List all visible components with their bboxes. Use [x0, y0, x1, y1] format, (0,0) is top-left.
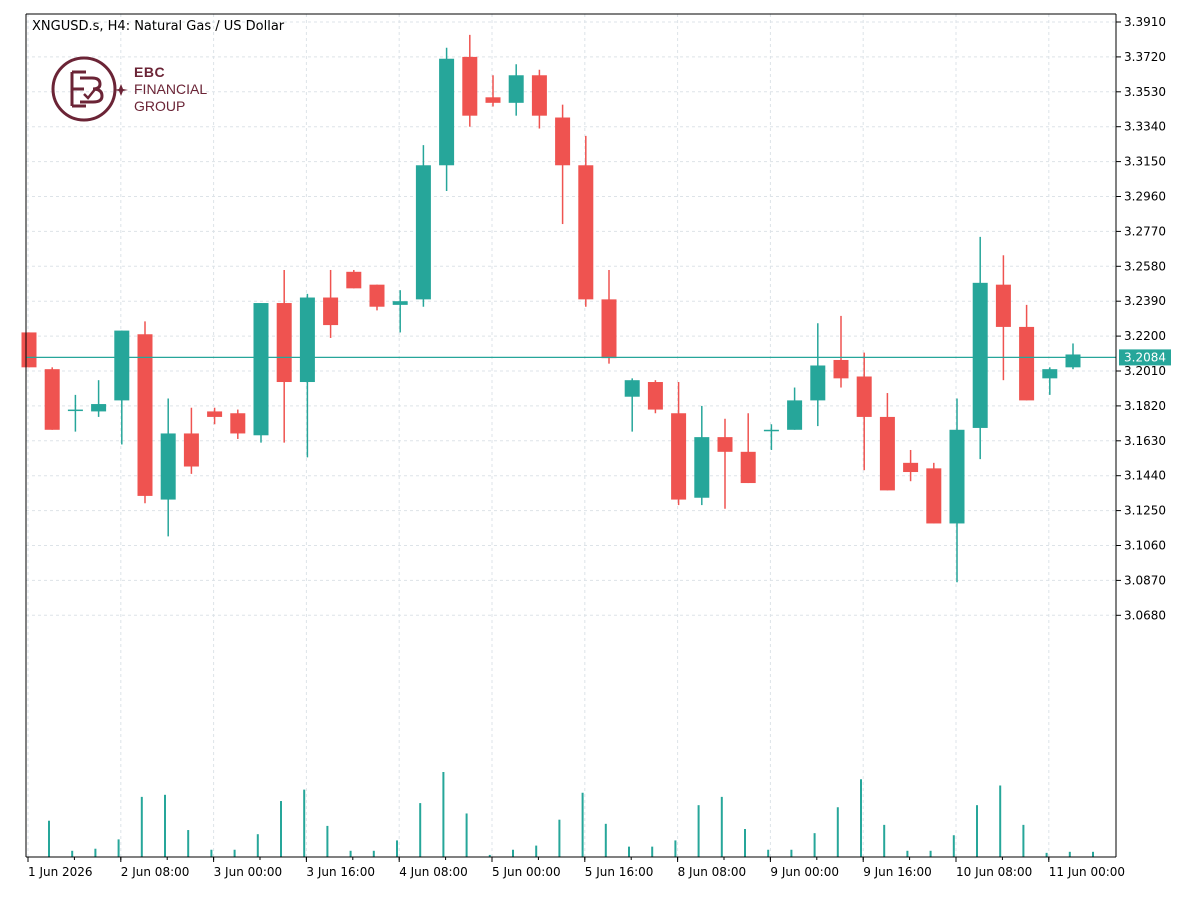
candle-body-bear	[740, 451, 756, 484]
candle-body-bear	[1019, 326, 1035, 401]
ebc-emblem-icon	[51, 56, 128, 122]
grid-lines	[26, 14, 1116, 857]
candle-body-bull	[299, 297, 315, 383]
logo-line-1: EBC	[134, 64, 166, 80]
logo-line-2: FINANCIAL	[134, 81, 208, 97]
current-price-label: 3.2084	[1124, 350, 1166, 364]
candle-body-bull	[253, 303, 269, 436]
candle-body-bull	[160, 433, 176, 500]
candle-body-bull	[763, 429, 779, 432]
y-tick-label: 3.1440	[1124, 469, 1166, 483]
y-tick-label: 3.1060	[1124, 539, 1166, 553]
x-tick-label: 11 Jun 00:00	[1049, 865, 1125, 879]
candle-body-bear	[601, 299, 617, 359]
candles	[21, 34, 1081, 583]
y-tick-label: 3.2770	[1124, 224, 1166, 238]
x-tick-label: 3 Jun 00:00	[214, 865, 283, 879]
x-tick-label: 5 Jun 16:00	[585, 865, 654, 879]
y-tick-label: 3.3340	[1124, 120, 1166, 134]
candle-body-bull	[415, 165, 431, 300]
candle-body-bear	[717, 437, 733, 452]
axes	[25, 13, 1117, 858]
y-tick-label: 3.0870	[1124, 573, 1166, 587]
y-tick-label: 3.3530	[1124, 85, 1166, 99]
candle-body-bear	[926, 468, 942, 524]
y-tick-label: 3.2580	[1124, 259, 1166, 273]
x-axis-ticks: 1 Jun 2026 2 Jun 08:00 3 Jun 00:00 3 Jun 16…	[27, 857, 1125, 879]
candle-body-bear	[833, 359, 849, 379]
candle-body-bull	[114, 330, 130, 401]
candle-body-bull	[392, 301, 408, 305]
candle-body-bull	[439, 58, 455, 166]
x-tick-label: 3 Jun 16:00	[306, 865, 375, 879]
y-tick-label: 3.1820	[1124, 399, 1166, 413]
y-tick-label: 3.0680	[1124, 608, 1166, 622]
candle-body-bull	[1042, 369, 1058, 379]
candle-body-bull	[694, 437, 710, 498]
candle-body-bull	[787, 400, 803, 430]
x-tick-label: 1 Jun 2026	[28, 865, 93, 879]
candle-body-bull	[1065, 354, 1081, 368]
candle-body-bear	[671, 413, 687, 500]
y-tick-label: 3.1630	[1124, 434, 1166, 448]
candle-body-bear	[531, 75, 547, 116]
current-price-label-box	[1119, 349, 1171, 366]
x-tick-label: 4 Jun 08:00	[399, 865, 468, 879]
candle-body-bear	[183, 433, 199, 467]
candle-body-bull	[972, 282, 988, 428]
y-tick-label: 3.1250	[1124, 504, 1166, 518]
y-axis-ticks: 3.3910 3.3720 3.3530 3.3340 3.3150 3.2960 3.27…	[1116, 15, 1166, 622]
candle-body-bear	[856, 376, 872, 417]
candle-body-bull	[810, 365, 826, 401]
y-tick-label: 3.3150	[1124, 155, 1166, 169]
y-tick-label: 3.2960	[1124, 190, 1166, 204]
candle-body-bear	[276, 303, 292, 383]
logo-line-3: GROUP	[134, 98, 186, 114]
chart-symbol-title: XNGUSD.s, H4: Natural Gas / US Dollar	[32, 19, 285, 34]
x-tick-label: 9 Jun 16:00	[863, 865, 932, 879]
candle-body-bull	[624, 380, 640, 397]
candle-body-bear	[44, 369, 60, 430]
candle-body-bear	[903, 462, 919, 473]
y-tick-label: 3.3910	[1124, 15, 1166, 29]
candle-body-bear	[995, 284, 1011, 327]
x-tick-label: 2 Jun 08:00	[121, 865, 190, 879]
y-tick-label: 3.2010	[1124, 364, 1166, 378]
candle-body-bear	[462, 56, 478, 116]
candle-body-bear	[369, 284, 385, 307]
ebc-logo: EBC FINANCIAL GROUP	[50, 54, 230, 126]
current-price-line: 3.2084	[26, 349, 1171, 366]
x-tick-label: 8 Jun 08:00	[678, 865, 747, 879]
candle-body-bear	[230, 413, 246, 434]
volume-bars	[48, 772, 1094, 857]
y-tick-label: 3.2200	[1124, 329, 1166, 343]
x-tick-label: 9 Jun 00:00	[770, 865, 839, 879]
y-tick-label: 3.3720	[1124, 50, 1166, 64]
candle-body-bear	[555, 117, 571, 166]
candle-body-bull	[949, 429, 965, 524]
candle-body-bear	[578, 165, 594, 300]
x-tick-label: 10 Jun 08:00	[956, 865, 1032, 879]
candle-body-bear	[485, 97, 501, 103]
candle-body-bear	[207, 411, 223, 417]
candle-body-bull	[67, 409, 83, 412]
candle-body-bear	[879, 416, 895, 491]
candle-body-bear	[323, 297, 339, 326]
x-tick-label: 5 Jun 00:00	[492, 865, 561, 879]
candle-body-bull	[508, 75, 524, 103]
candle-body-bull	[91, 404, 107, 412]
candle-body-bear	[21, 332, 37, 368]
y-tick-label: 3.2390	[1124, 294, 1166, 308]
candle-body-bear	[647, 382, 663, 410]
candle-body-bear	[137, 334, 153, 496]
candle-body-bear	[346, 271, 362, 289]
